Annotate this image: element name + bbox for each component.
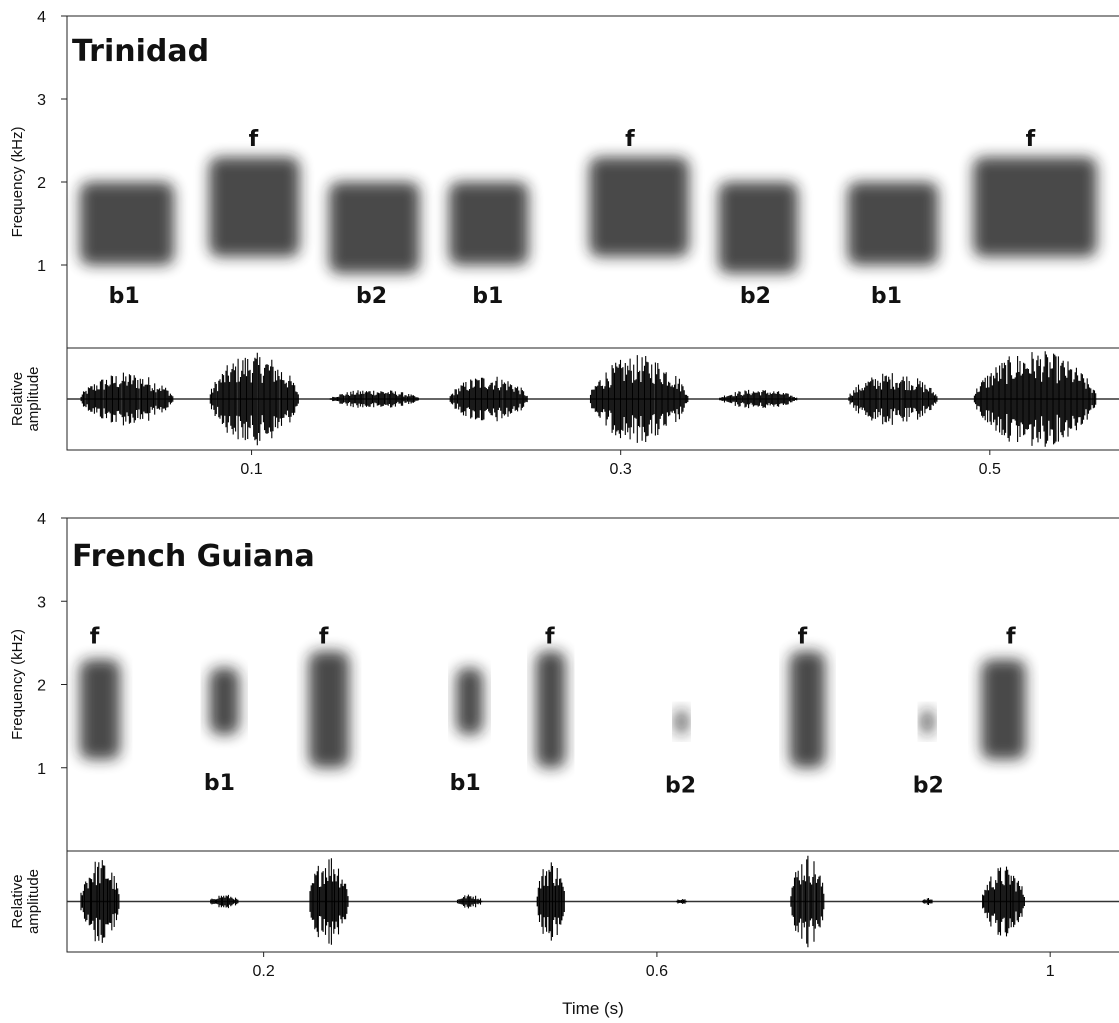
waveform-burst — [848, 373, 938, 425]
syllable-energy — [329, 182, 420, 274]
amplitude-axis-title: Relative — [9, 372, 26, 426]
syllable-energy — [589, 157, 689, 257]
syllable-label: f — [90, 624, 100, 649]
syllable-energy — [456, 667, 483, 735]
syllable-label: b2 — [665, 773, 696, 798]
waveform-burst — [449, 376, 528, 422]
waveform-burst — [210, 894, 239, 909]
syllable-energy — [847, 182, 939, 265]
syllable-energy — [921, 709, 934, 735]
waveform-burst — [309, 858, 349, 945]
syllable-energy — [973, 157, 1097, 257]
amplitude-axis-title: amplitude — [25, 366, 42, 431]
y-tick-label: 1 — [37, 761, 46, 778]
panel-title: French Guiana — [72, 539, 315, 574]
waveform-burst — [80, 860, 120, 943]
syllable-energy — [79, 182, 175, 265]
waveform-burst — [790, 855, 825, 948]
y-tick-label: 2 — [37, 678, 46, 695]
syllable-label: f — [545, 624, 555, 649]
waveform-burst — [589, 355, 689, 443]
x-tick-label: 0.6 — [646, 963, 668, 980]
x-tick-label: 0.1 — [240, 461, 262, 478]
syllable-energy — [209, 667, 240, 735]
syllable-energy — [449, 182, 529, 265]
waveform-burst — [456, 894, 483, 909]
syllable-label: b2 — [356, 284, 387, 309]
syllable-label: f — [249, 127, 259, 152]
syllable-label: b1 — [472, 284, 503, 309]
syllable-label: f — [1006, 624, 1016, 649]
syllable-energy — [789, 651, 826, 768]
syllable-energy — [981, 659, 1026, 760]
syllable-energy — [718, 182, 798, 274]
waveform-burst — [922, 898, 933, 905]
syllable-label: b1 — [109, 284, 140, 309]
waveform-burst — [973, 351, 1097, 447]
waveform-burst — [719, 389, 798, 409]
y-axis-title: Frequency (kHz) — [9, 629, 26, 740]
y-tick-label: 3 — [37, 594, 46, 611]
x-tick-label: 0.5 — [979, 461, 1001, 478]
syllable-label: f — [625, 127, 635, 152]
y-tick-label: 4 — [37, 9, 46, 26]
waveform-burst — [329, 390, 419, 408]
syllable-energy — [535, 651, 566, 768]
syllable-label: f — [319, 624, 329, 649]
syllable-label: b1 — [871, 284, 902, 309]
x-axis-title: Time (s) — [562, 999, 624, 1018]
waveform-burst — [209, 352, 299, 446]
syllable-label: b2 — [913, 773, 944, 798]
x-tick-label: 1 — [1046, 963, 1055, 980]
syllable-label: b2 — [740, 284, 771, 309]
syllable-label: b1 — [450, 771, 481, 796]
waveform-burst — [982, 866, 1025, 937]
y-tick-label: 4 — [37, 511, 46, 528]
panel-title: Trinidad — [72, 34, 209, 69]
syllable-energy — [675, 709, 688, 735]
x-tick-label: 0.2 — [253, 963, 275, 980]
waveform-burst — [80, 372, 174, 426]
y-tick-label: 1 — [37, 258, 46, 275]
syllable-energy — [209, 157, 300, 257]
x-tick-label: 0.3 — [610, 461, 632, 478]
syllable-label: f — [798, 624, 808, 649]
y-tick-label: 2 — [37, 175, 46, 192]
y-axis-title: Frequency (kHz) — [9, 127, 26, 238]
amplitude-axis-title: Relative — [9, 874, 26, 928]
syllable-energy — [308, 651, 350, 768]
waveform-burst — [676, 899, 687, 904]
waveform-burst — [536, 862, 565, 941]
syllable-label: f — [1026, 127, 1036, 152]
syllable-energy — [79, 659, 121, 760]
y-tick-label: 3 — [37, 92, 46, 109]
amplitude-axis-title: amplitude — [25, 869, 42, 934]
syllable-label: b1 — [204, 771, 235, 796]
